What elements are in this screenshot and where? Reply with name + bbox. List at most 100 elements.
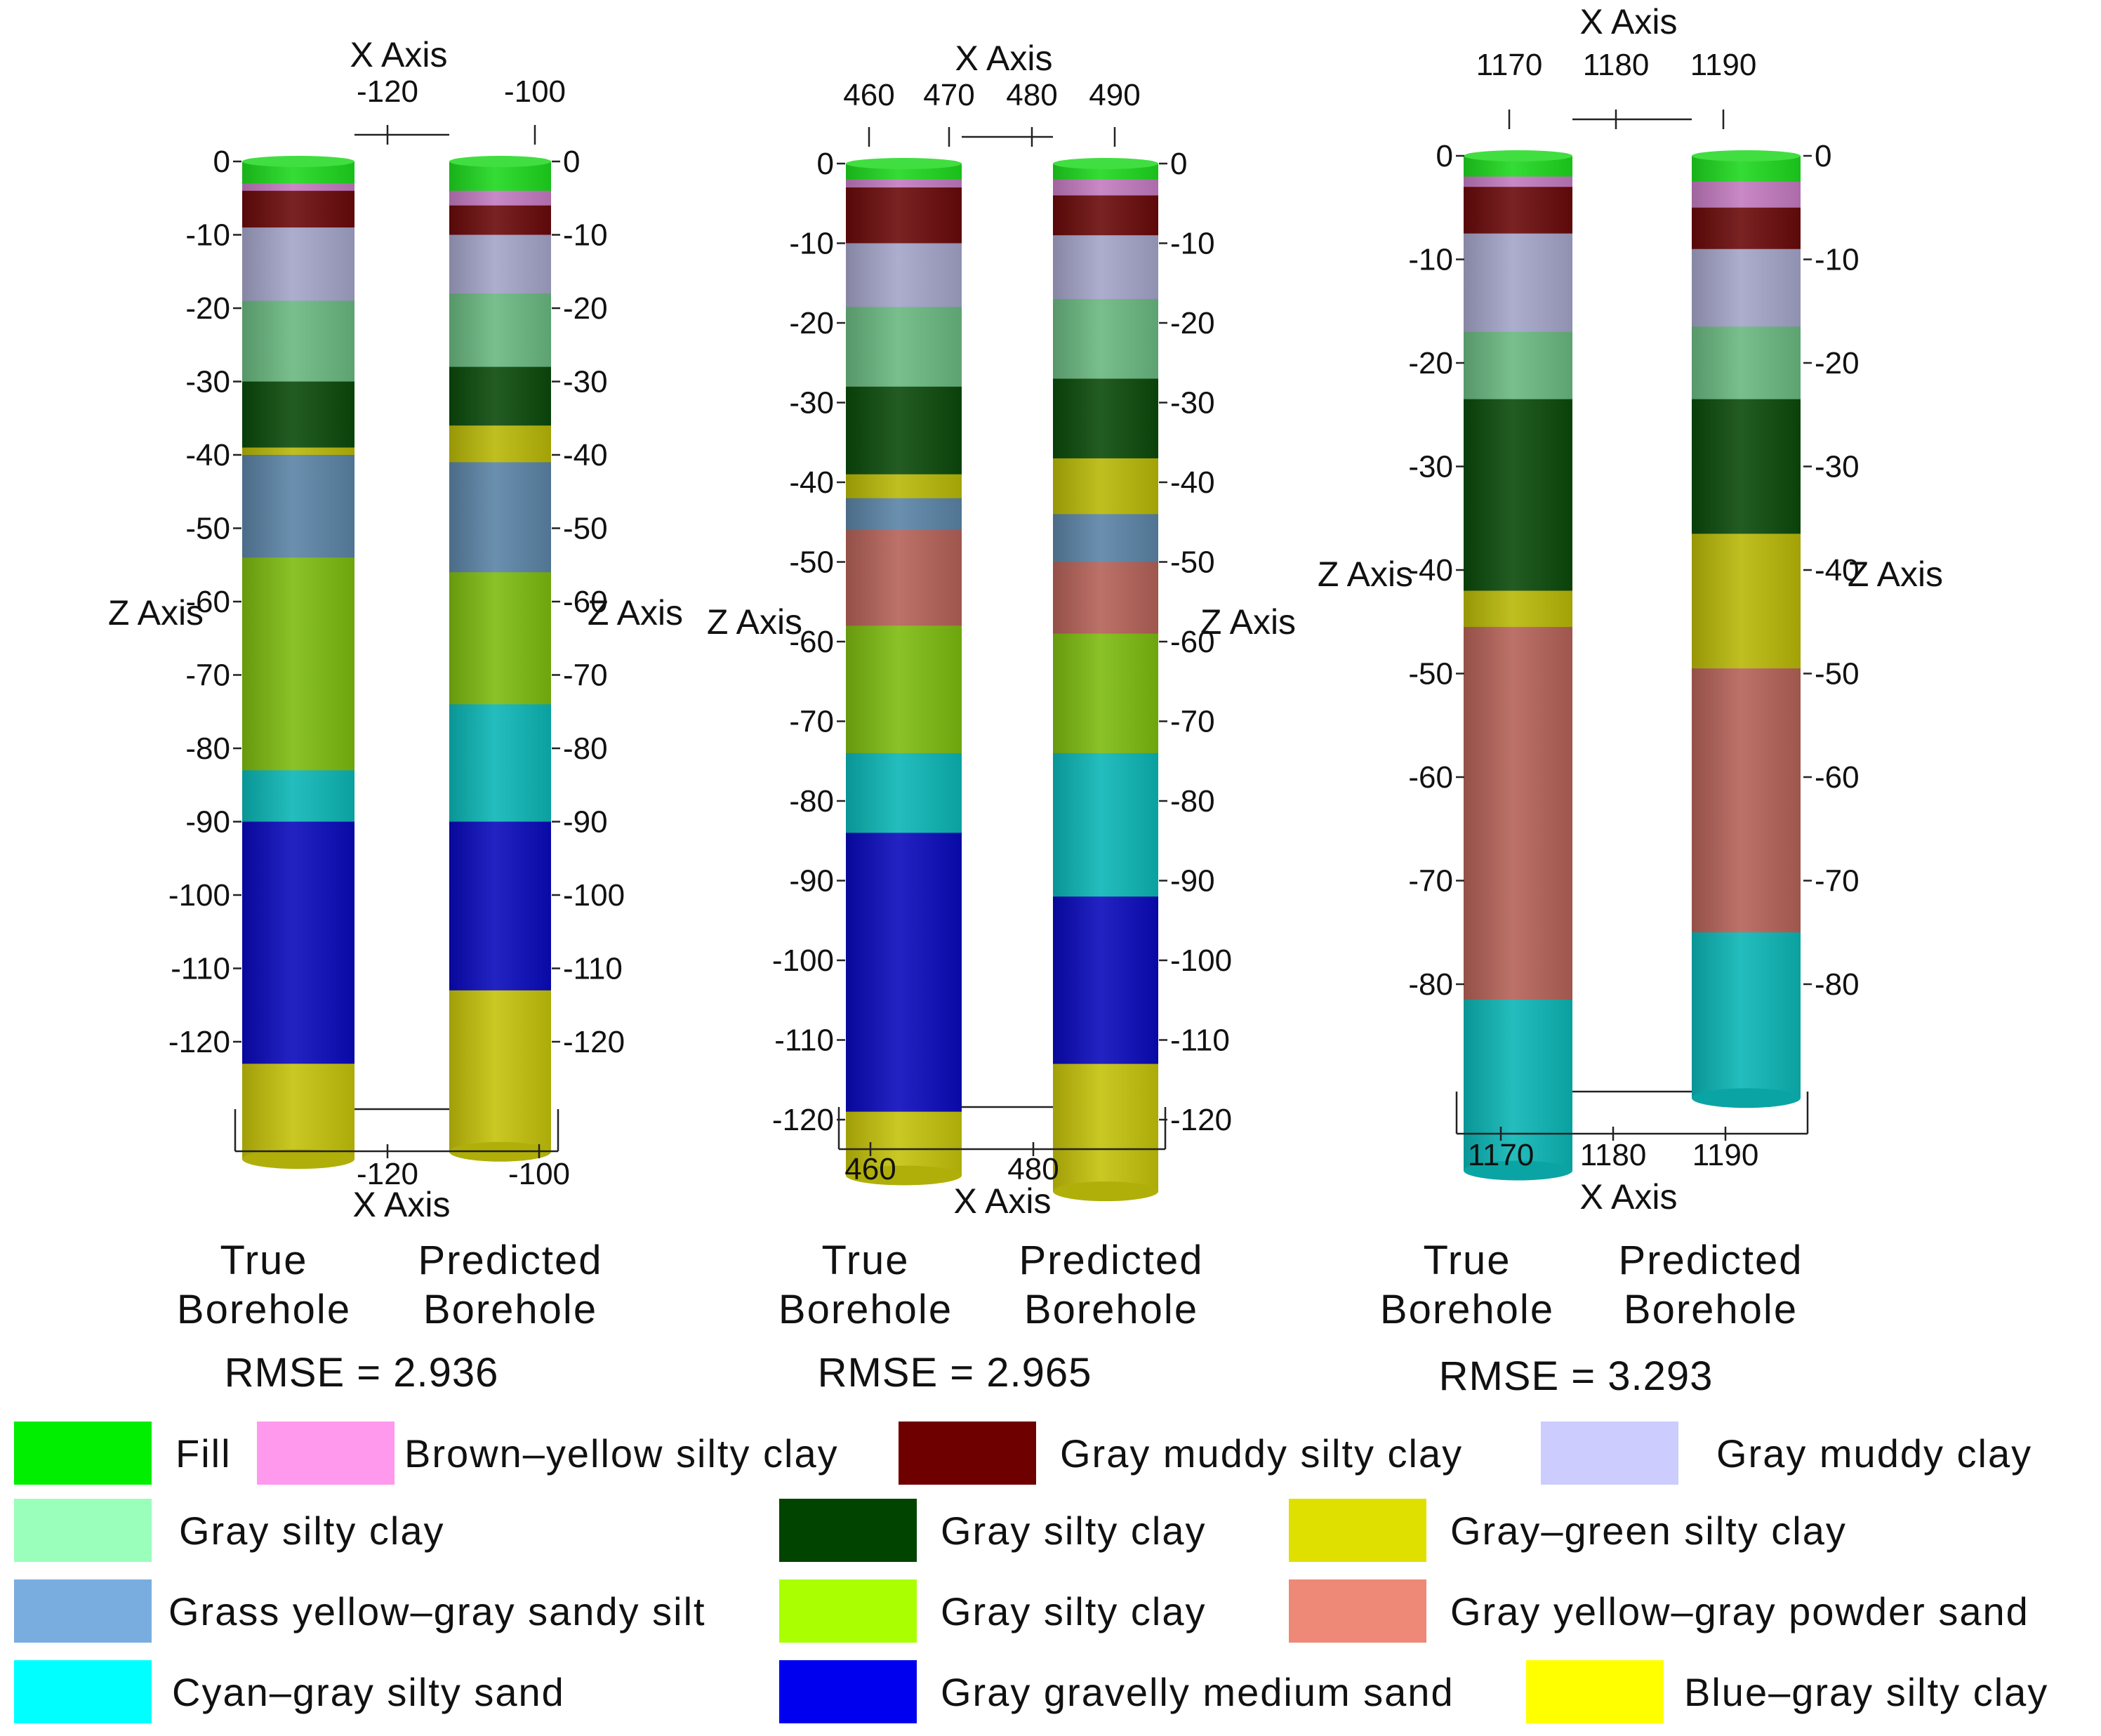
z-tick-label-left: -40	[1408, 553, 1453, 588]
z-tick-label-right: -20	[563, 291, 608, 326]
z-tick-label-left: -60	[1408, 760, 1453, 795]
z-axis-title-left: Z Axis	[1318, 555, 1413, 594]
z-tick-label-left: -50	[1408, 657, 1453, 691]
predicted-layer-segment	[449, 206, 551, 235]
true-borehole-column	[242, 156, 354, 1169]
true-layer-segment	[242, 455, 354, 558]
predicted-layer-segment	[1053, 753, 1158, 897]
true-column-cap	[846, 158, 962, 169]
true-layer-segment	[242, 557, 354, 771]
x-axis-title-top: X Axis	[1580, 2, 1678, 41]
z-tick-label-left: -30	[789, 386, 834, 420]
z-tick-label-left: -80	[789, 784, 834, 819]
panel-2: 0 0-10 -10-20 -20-30 -30-40 -40-50 -50-60 -60-7…	[707, 39, 1296, 1396]
z-tick-label-left: -10	[185, 218, 230, 253]
legend-label: Gray–green silty clay	[1450, 1509, 1847, 1553]
z-tick-label-left: -90	[185, 805, 230, 840]
true-layer-segment	[242, 770, 354, 822]
true-layer-segment	[242, 1064, 354, 1159]
predicted-layer-segment	[449, 822, 551, 991]
z-axis-title-right: Z Axis	[1848, 555, 1943, 594]
z-tick-label-right: -50	[1170, 545, 1215, 580]
predicted-layer-segment	[449, 367, 551, 426]
predicted-layer-segment	[449, 235, 551, 294]
predicted-layer-segment	[449, 990, 551, 1153]
predicted-layer-segment	[1053, 458, 1158, 515]
predicted-borehole-caption: Borehole	[423, 1287, 597, 1332]
x-top-tick-label: 1170	[1476, 48, 1543, 82]
z-tick-label-right: -10	[1815, 243, 1860, 277]
true-layer-segment	[846, 307, 962, 387]
legend-swatch	[779, 1660, 917, 1723]
z-tick-label-right: -20	[1170, 306, 1215, 340]
z-tick-label-right: -70	[563, 658, 608, 693]
predicted-layer-segment	[449, 704, 551, 822]
predicted-borehole-column	[1692, 150, 1801, 1108]
z-tick-label-right: -120	[1170, 1103, 1232, 1137]
z-tick-label-right: -120	[563, 1025, 625, 1059]
z-tick-label-left: -40	[185, 438, 230, 472]
legend-label: Grass yellow–gray sandy silt	[168, 1589, 706, 1634]
z-tick-label-right: 0	[1170, 147, 1187, 181]
legend-label: Gray silty clay	[179, 1509, 445, 1553]
true-layer-segment	[1464, 177, 1572, 187]
predicted-layer-segment	[1053, 180, 1158, 196]
legend-label: Gray silty clay	[941, 1589, 1207, 1634]
z-axis-title-left: Z Axis	[108, 593, 204, 632]
predicted-layer-segment	[1053, 896, 1158, 1064]
legend-swatch	[899, 1422, 1036, 1485]
true-layer-segment	[1464, 234, 1572, 333]
z-tick-label-left: 0	[1436, 139, 1453, 173]
true-borehole-column	[846, 158, 962, 1185]
panel-3: 0 0 -10 -10 -20 -20 -30 -30 -40 -40 -50 -50 -60 -60 -7…	[1318, 2, 1943, 1399]
true-layer-segment	[242, 183, 354, 191]
true-layer-segment	[1464, 627, 1572, 1000]
true-layer-segment	[1464, 332, 1572, 399]
z-tick-label-right: -30	[1815, 450, 1860, 484]
legend: Fill Brown–yellow silty clay Gray muddy si…	[0, 1411, 2101, 1734]
x-top-tick-label: 1190	[1690, 48, 1757, 82]
z-tick-label-right: -20	[1815, 346, 1860, 380]
predicted-layer-segment	[1053, 235, 1158, 299]
x-top-tick-label: 1180	[1583, 48, 1650, 82]
z-tick-label-right: -50	[563, 512, 608, 546]
predicted-layer-segment	[1692, 182, 1801, 208]
z-axis-title-right: Z Axis	[588, 593, 683, 632]
x-top-tick-label: 480	[1006, 78, 1057, 112]
true-layer-segment	[242, 191, 354, 228]
predicted-layer-segment	[1692, 249, 1801, 327]
z-tick-label-right: -10	[1170, 227, 1215, 261]
x-bottom-tick-label: 1190	[1692, 1138, 1759, 1172]
predicted-borehole-caption: Borehole	[1624, 1287, 1798, 1332]
z-tick-label-right: -60	[1815, 760, 1860, 795]
x-top-tick-label: 460	[843, 78, 894, 112]
true-layer-segment	[846, 833, 962, 1112]
legend-label: Gray gravelly medium sand	[941, 1670, 1454, 1715]
true-layer-segment	[846, 498, 962, 531]
z-tick-label-right: -70	[1815, 864, 1860, 899]
z-tick-label-left: 0	[817, 147, 834, 181]
legend-swatch	[779, 1499, 917, 1562]
predicted-layer-segment	[1053, 299, 1158, 379]
z-tick-label-right: -10	[563, 218, 608, 253]
z-tick-label-left: -70	[185, 658, 230, 693]
z-tick-label-left: -20	[789, 306, 834, 340]
predicted-layer-segment	[1692, 668, 1801, 933]
legend-swatch	[257, 1422, 395, 1485]
predicted-borehole-caption: Borehole	[1024, 1287, 1198, 1332]
z-tick-label-right: -110	[1170, 1023, 1230, 1058]
z-axis-title-left: Z Axis	[707, 602, 802, 642]
legend-label: Fill	[175, 1431, 232, 1476]
z-tick-label-left: -120	[772, 1103, 834, 1137]
z-tick-label-right: -90	[563, 805, 608, 840]
z-tick-label-left: -10	[1408, 243, 1453, 277]
z-tick-label-right: 0	[563, 145, 580, 179]
true-layer-segment	[242, 227, 354, 301]
z-tick-label-left: -110	[774, 1023, 834, 1058]
x-top-tick-label: 470	[923, 78, 974, 112]
true-borehole-column	[1464, 150, 1572, 1181]
true-layer-segment	[1464, 187, 1572, 234]
x-top-tick-label: 490	[1089, 78, 1140, 112]
legend-swatch	[14, 1422, 152, 1485]
true-column-cap	[1464, 150, 1572, 161]
